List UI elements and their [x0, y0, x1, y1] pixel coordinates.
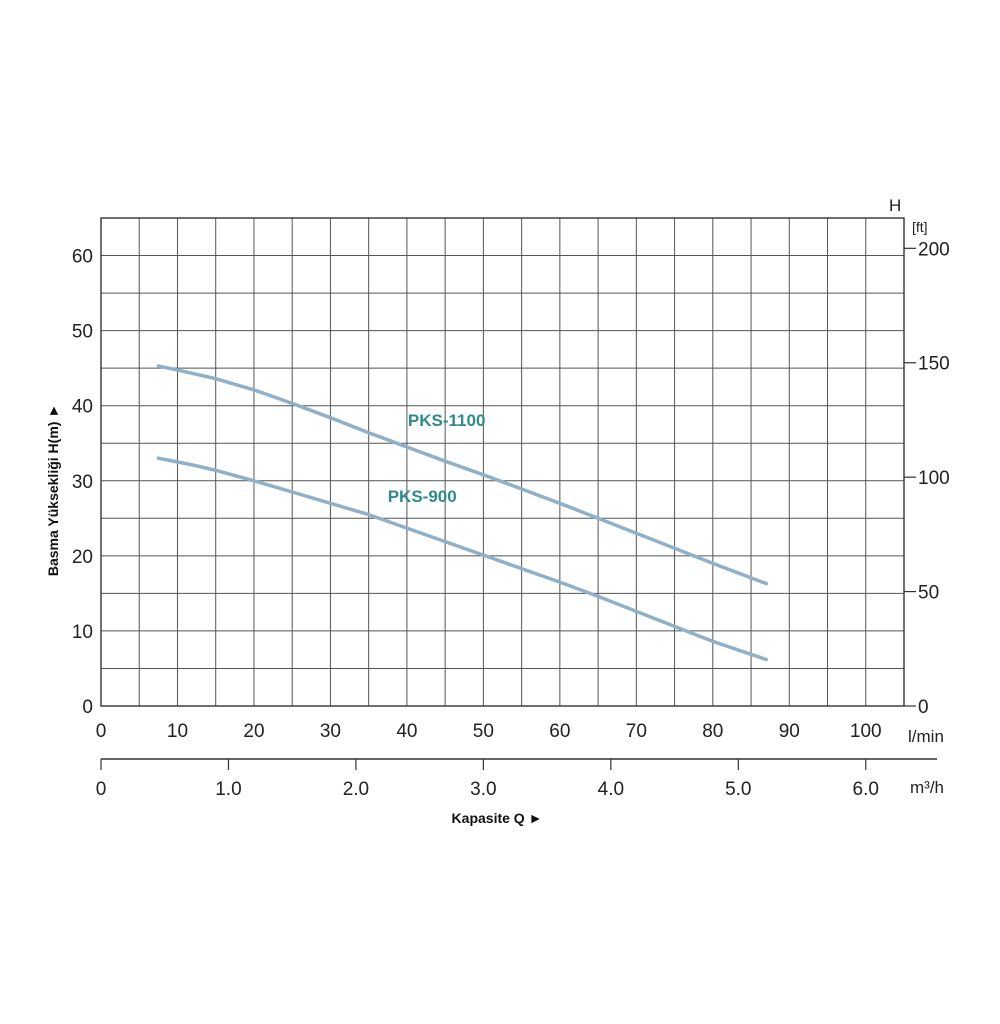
grid [101, 218, 904, 706]
series-group: PKS-1100 PKS-900 [156, 364, 769, 662]
x-tick-label: 40 [396, 721, 417, 742]
y2-axis-unit: [ft] [912, 219, 928, 235]
x-tick-label: 20 [243, 721, 264, 742]
x2-axis-unit: m³/h [910, 778, 944, 797]
x2-tick-label: 5.0 [725, 779, 751, 800]
x2-tick-label: 3.0 [470, 779, 496, 800]
y-tick-label: 50 [72, 322, 93, 343]
y-axis-title: Basma Yüksekliği H(m) ► [45, 404, 61, 576]
x-axis-ticks: 0 10 20 30 40 50 60 70 80 90 100 [96, 721, 882, 742]
y-tick-label: 30 [72, 472, 93, 493]
y2-tick-label: 150 [918, 354, 950, 375]
y-tick-label: 10 [72, 622, 93, 643]
x-tick-label: 80 [702, 721, 723, 742]
x2-tick-label: 0 [96, 779, 107, 800]
x2-tick-label: 6.0 [853, 779, 879, 800]
series-label-pks-900: PKS-900 [388, 487, 457, 506]
y-tick-label: 20 [72, 547, 93, 568]
y2-tick-label: 200 [918, 239, 950, 260]
x-tick-label: 10 [167, 721, 188, 742]
x-tick-label: 100 [850, 721, 882, 742]
x-tick-label: 70 [626, 721, 647, 742]
x-tick-label: 30 [320, 721, 341, 742]
x-tick-label: 50 [473, 721, 494, 742]
y2-axis-ticks: 0 50 100 150 200 [904, 239, 950, 718]
y2-axis-title: H [889, 196, 901, 215]
x2-tick-label: 1.0 [215, 779, 241, 800]
y-tick-label: 60 [72, 247, 93, 268]
x-tick-label: 60 [549, 721, 570, 742]
y-tick-label: 40 [72, 397, 93, 418]
x2-tick-label: 2.0 [343, 779, 369, 800]
series-line-pks-900 [156, 456, 769, 662]
x-axis-unit: l/min [908, 727, 944, 746]
x-tick-label: 0 [96, 721, 107, 742]
x2-axis: 0 1.0 2.0 3.0 4.0 5.0 6.0 [96, 758, 937, 800]
x-axis-title: Kapasite Q ► [452, 810, 543, 826]
y-tick-label: 0 [82, 697, 93, 718]
y2-tick-label: 50 [918, 583, 939, 604]
series-label-pks-1100: PKS-1100 [408, 411, 486, 430]
y2-tick-label: 100 [918, 468, 950, 489]
x-tick-label: 90 [779, 721, 800, 742]
series-line-pks-1100 [156, 364, 769, 586]
y2-tick-label: 0 [918, 697, 929, 718]
y-axis-ticks: 0 10 20 30 40 50 60 [72, 247, 93, 718]
x2-tick-label: 4.0 [598, 779, 624, 800]
plot-frame [100, 217, 905, 707]
